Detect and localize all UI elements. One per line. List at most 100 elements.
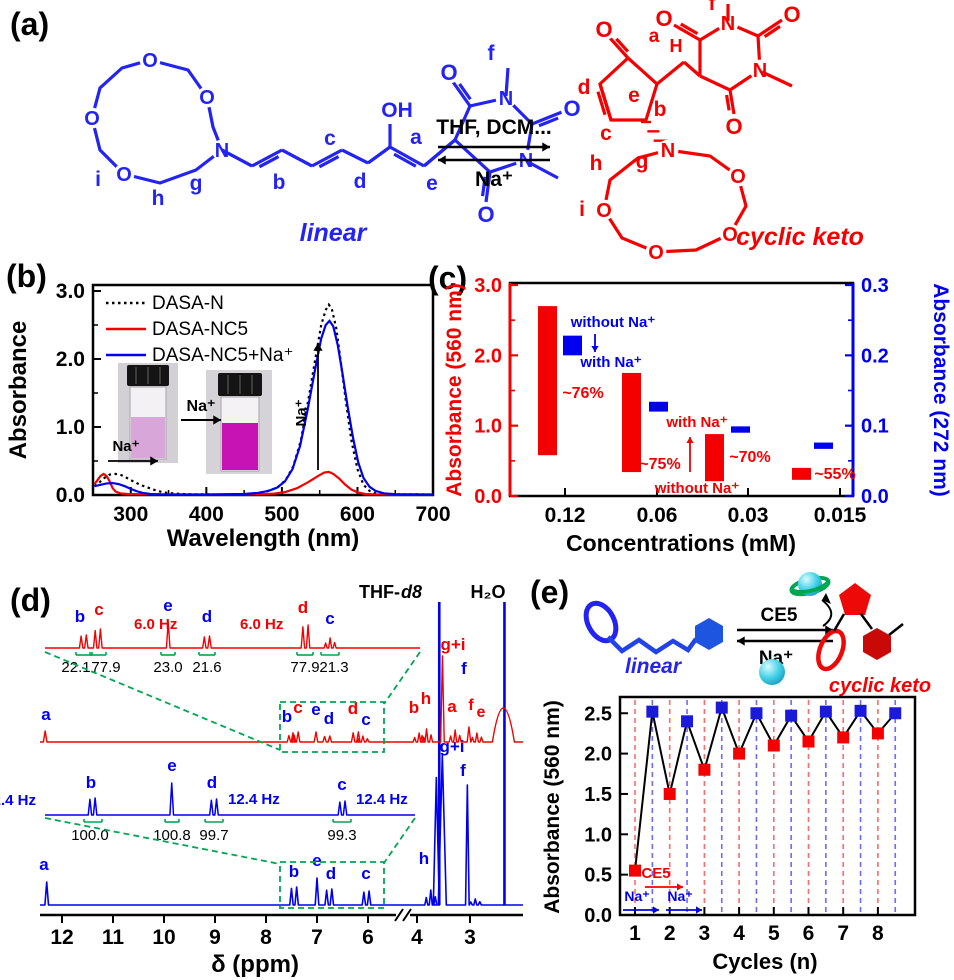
svg-text:DASA-NC5: DASA-NC5 [152, 319, 248, 340]
svg-text:1.0: 1.0 [56, 416, 85, 439]
svg-text:3.0: 3.0 [56, 280, 85, 303]
svg-text:1.0: 1.0 [474, 416, 502, 438]
svg-text:b: b [75, 607, 85, 626]
svg-text:Na⁺: Na⁺ [475, 168, 513, 191]
svg-text:O: O [648, 242, 664, 264]
svg-text:0.12: 0.12 [545, 504, 586, 527]
cycle-axes: 0.0 0.5 1.0 1.5 2.0 2.5 1 2 3 4 5 6 7 8 Cycles (n) Abso… [541, 695, 917, 974]
zoom-connectors [44, 651, 421, 909]
svg-text:5: 5 [768, 922, 780, 945]
panel-b-label: (b) [6, 258, 47, 294]
svg-text:O: O [477, 202, 494, 227]
svg-text:d: d [207, 773, 217, 792]
svg-text:with Na⁺: with Na⁺ [665, 414, 727, 431]
svg-text:9: 9 [209, 926, 221, 949]
panel-c-label: (c) [428, 260, 468, 296]
svg-text:OH: OH [381, 99, 413, 122]
svg-text:6: 6 [803, 922, 815, 945]
uv-legend: DASA-N DASA-NC5 DASA-NC5+Na⁺ [106, 293, 294, 366]
svg-text:Na⁺: Na⁺ [293, 399, 310, 426]
svg-text:b: b [86, 773, 96, 792]
svg-text:c: c [325, 609, 334, 628]
svg-text:d: d [326, 864, 336, 883]
svg-text:O: O [116, 164, 132, 186]
svg-text:300: 300 [113, 503, 148, 526]
svg-text:c: c [361, 710, 370, 729]
svg-text:6: 6 [362, 926, 374, 949]
nmr-axis: 12 11 10 9 8 7 6 4 3 δ (ppm) [40, 908, 523, 978]
svg-text:99.3: 99.3 [327, 827, 356, 844]
panel-a-label: (a) [10, 6, 50, 42]
svg-text:b: b [289, 862, 299, 881]
panel-a-structures: OOOONihgOHbcdaeONfONOlinearTHF, DCM...Na… [81, 0, 864, 264]
svg-text:e: e [628, 84, 640, 107]
svg-text:Concentrations (mM): Concentrations (mM) [566, 530, 796, 556]
svg-text:i: i [579, 198, 585, 221]
svg-text:0.1: 0.1 [861, 416, 889, 438]
svg-text:2.0: 2.0 [584, 744, 612, 766]
svg-text:f: f [460, 761, 466, 780]
svg-text:12.4 Hz: 12.4 Hz [0, 792, 36, 809]
svg-text:H: H [670, 36, 683, 56]
svg-text:3: 3 [464, 926, 476, 949]
panel-d-label: (d) [10, 582, 51, 618]
svg-text:e: e [426, 172, 438, 195]
svg-text:21.6: 21.6 [192, 659, 221, 676]
conc-chart-axes: 0.0 1.0 2.0 3.0 0.0 0.1 0.2 0.3 0.12 0.06 0.03 0.01… [443, 275, 952, 556]
svg-text:2.0: 2.0 [56, 348, 85, 371]
svg-text:N: N [721, 13, 735, 35]
uv-curves [93, 302, 434, 496]
svg-text:g: g [636, 150, 649, 173]
svg-text:O: O [84, 108, 100, 130]
svg-text:O: O [563, 96, 580, 121]
conc-bars [538, 306, 833, 482]
svg-text:0.06: 0.06 [637, 504, 678, 527]
svg-text:c: c [600, 122, 612, 145]
svg-text:b: b [282, 707, 292, 726]
svg-text:N: N [753, 60, 767, 82]
svg-text:linear: linear [625, 655, 683, 678]
svg-text:a: a [41, 705, 51, 724]
svg-text:N: N [499, 88, 513, 110]
svg-text:600: 600 [340, 503, 375, 526]
svg-text:h: h [421, 689, 431, 708]
svg-text:Absorbance: Absorbance [5, 321, 32, 460]
svg-text:0.03: 0.03 [728, 504, 769, 527]
svg-text:Wavelength (nm): Wavelength (nm) [167, 525, 359, 552]
svg-text:4: 4 [733, 922, 745, 945]
svg-text:0.0: 0.0 [584, 905, 612, 927]
svg-text:b: b [273, 171, 286, 194]
svg-text:0.0: 0.0 [474, 486, 502, 508]
svg-text:0.5: 0.5 [584, 865, 612, 887]
svg-text:Na⁺: Na⁺ [187, 398, 216, 415]
svg-text:δ (ppm): δ (ppm) [211, 951, 299, 978]
svg-text:77.9: 77.9 [290, 659, 319, 676]
svg-text:with Na⁺: with Na⁺ [579, 354, 641, 371]
panel-e-cycles-chart: linear CE5 Na⁺ cyclic keto 0.0 0.5 1.0 1.5 2.0 2.… [541, 572, 931, 974]
svg-text:CE5: CE5 [641, 865, 670, 882]
svg-text:Na⁺: Na⁺ [112, 438, 139, 455]
svg-text:O: O [199, 87, 215, 109]
vial-photo-inset: Na⁺ [118, 363, 272, 474]
svg-text:O: O [440, 60, 457, 85]
svg-text:6.0 Hz: 6.0 Hz [134, 616, 177, 633]
svg-text:THF-: THF- [359, 582, 400, 602]
svg-text:c: c [94, 600, 103, 619]
svg-text:7: 7 [311, 926, 323, 949]
svg-text:0.0: 0.0 [861, 486, 889, 508]
blue-linear-spectrum: a bed chg+if [39, 737, 523, 906]
svg-text:0.2: 0.2 [861, 345, 889, 367]
svg-text:b: b [654, 98, 667, 121]
svg-text:Absorbance (560 nm): Absorbance (560 nm) [443, 283, 466, 497]
svg-text:O: O [730, 166, 746, 188]
blue-inset: b e d c 12.4 Hz 12.4 Hz 12.4 Hz 100.0 100.8 99.7 9… [0, 756, 415, 844]
svg-text:e: e [312, 851, 321, 870]
svg-text:100.8: 100.8 [153, 827, 191, 844]
svg-text:without Na⁺: without Na⁺ [570, 314, 656, 331]
